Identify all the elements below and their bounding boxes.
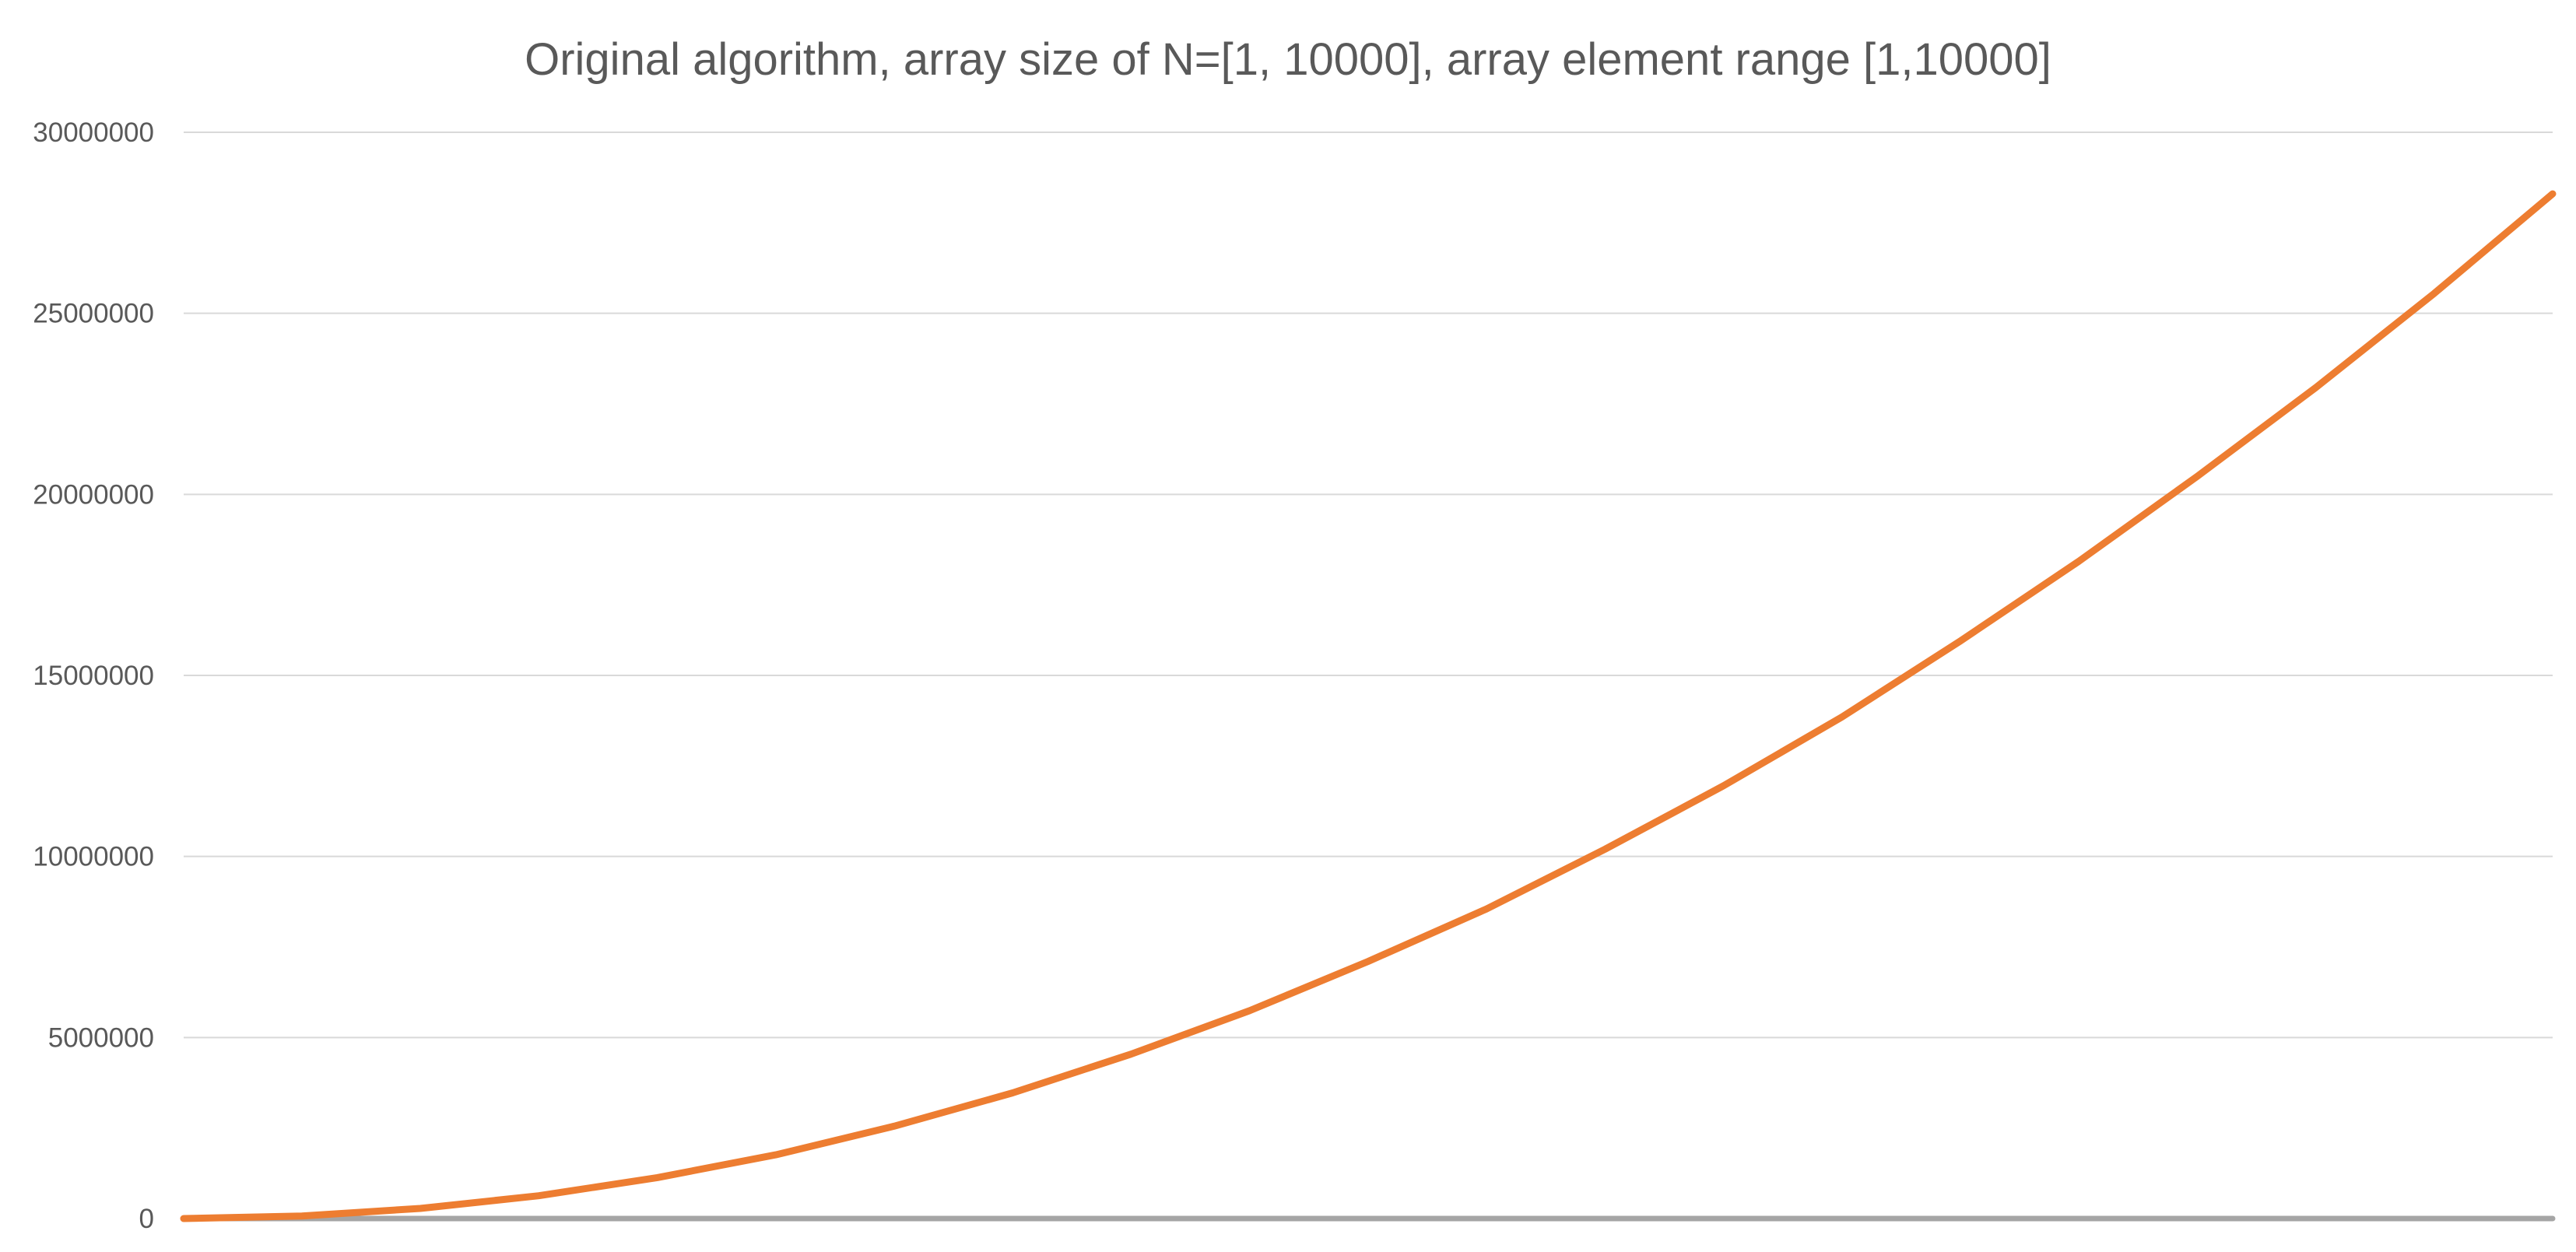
series-lines (180, 190, 2557, 1222)
y-tick-label: 10000000 (33, 842, 154, 872)
gridlines (184, 132, 2553, 1039)
y-tick-label: 15000000 (33, 661, 154, 691)
y-axis-tick-labels: 0 5000000 10000000 15000000 20000000 25000000… (33, 117, 154, 1234)
y-tick-label: 20000000 (33, 479, 154, 510)
y-tick-label: 5000000 (48, 1022, 154, 1053)
series-line-1 (180, 190, 2557, 1222)
y-tick-label: 25000000 (33, 299, 154, 329)
y-tick-label: 30000000 (33, 117, 154, 148)
y-tick-label: 0 (139, 1204, 154, 1234)
chart-title: Original algorithm, array size of N=[1, … (525, 34, 2051, 85)
